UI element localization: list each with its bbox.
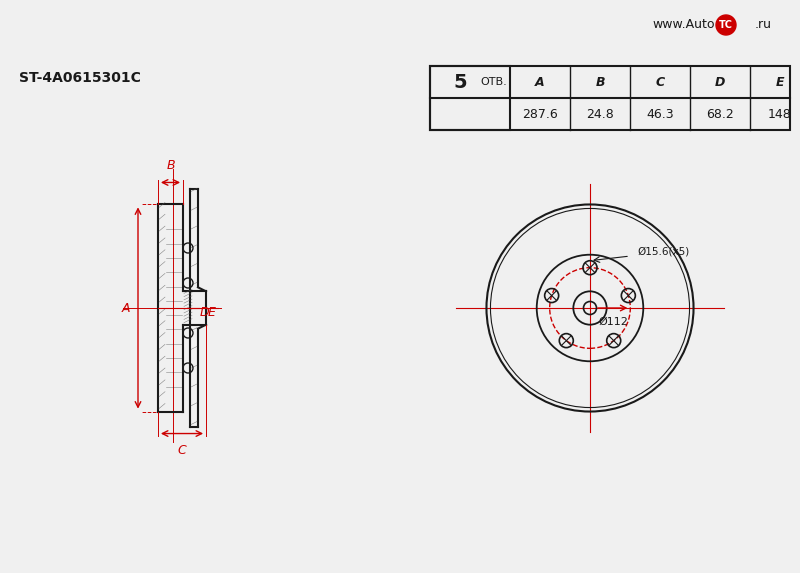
Text: ОТВ.: ОТВ. bbox=[480, 77, 506, 87]
Circle shape bbox=[716, 15, 736, 35]
Text: C: C bbox=[178, 444, 186, 457]
Text: www.Auto: www.Auto bbox=[653, 18, 715, 32]
Text: 148: 148 bbox=[768, 108, 792, 120]
Text: E: E bbox=[208, 307, 216, 320]
Text: B: B bbox=[166, 159, 175, 172]
Text: TC: TC bbox=[719, 20, 733, 30]
Text: C: C bbox=[655, 76, 665, 88]
Text: B: B bbox=[595, 76, 605, 88]
Text: D: D bbox=[715, 76, 725, 88]
Text: .ru: .ru bbox=[755, 18, 772, 32]
Text: A: A bbox=[535, 76, 545, 88]
Text: Ø15.6(x5): Ø15.6(x5) bbox=[637, 246, 690, 256]
Bar bbox=[430, 66, 510, 130]
Text: 24.8: 24.8 bbox=[586, 108, 614, 120]
Bar bbox=[430, 66, 790, 130]
Text: A: A bbox=[122, 301, 130, 315]
Text: Ø112: Ø112 bbox=[598, 317, 628, 327]
Text: 46.3: 46.3 bbox=[646, 108, 674, 120]
Text: 68.2: 68.2 bbox=[706, 108, 734, 120]
Text: D: D bbox=[200, 307, 210, 320]
Text: 287.6: 287.6 bbox=[522, 108, 558, 120]
Text: ST-4A0615301C: ST-4A0615301C bbox=[19, 71, 141, 85]
Text: 5: 5 bbox=[453, 73, 467, 92]
Text: E: E bbox=[776, 76, 784, 88]
